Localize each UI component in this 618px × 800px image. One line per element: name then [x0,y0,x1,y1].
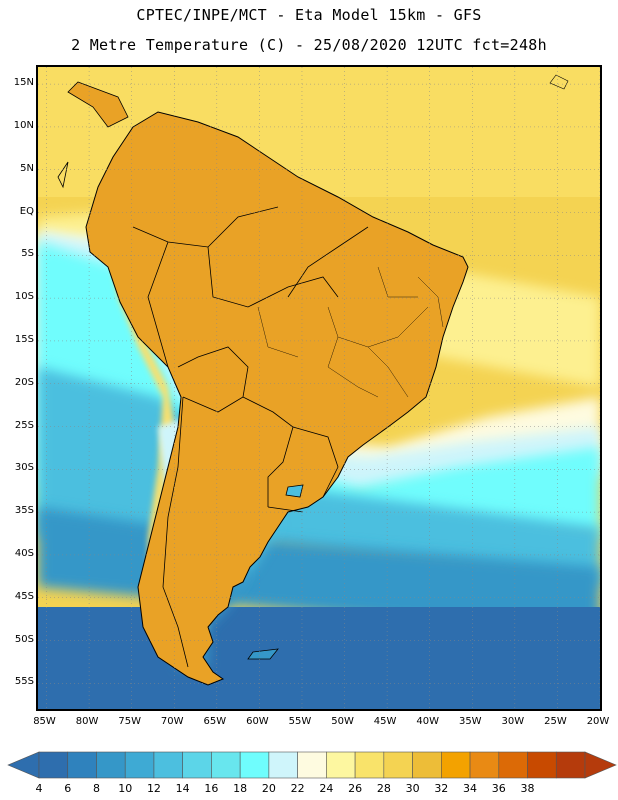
longitude-tick-label: 30W [501,716,525,727]
caribbean-islands [549,74,569,90]
colorbar-level-label: 18 [233,782,248,795]
colorbar-swatch [268,751,298,779]
colorbar-swatch [555,751,586,779]
longitude-tick-label: 80W [75,716,99,727]
map-canvas [38,67,600,709]
colorbar-level-label: 26 [348,782,363,795]
temperature-map[interactable] [36,65,602,711]
colorbar-swatch [441,751,471,779]
cold-band-4 [38,607,600,709]
colorbar-swatch [383,751,413,779]
longitude-tick-label: 20W [586,716,610,727]
longitude-tick-label: 50W [331,716,354,727]
colorbar-level-label: 6 [64,782,72,795]
falkland-islands [247,648,279,660]
colorbar-swatch [412,751,442,779]
longitude-tick-label: 75W [118,716,141,727]
longitude-tick-label: 25W [544,716,567,727]
map-title: CPTEC/INPE/MCT - Eta Model 15km - GFS [136,6,482,24]
colorbar-level-label: 10 [118,782,133,795]
latitude-tick-label: 15N [13,77,34,89]
lagoon [285,484,304,498]
latitude-tick-label: EQ [19,205,34,217]
latitude-tick-label: 10N [13,119,34,131]
latitude-tick-label: 15S [14,333,34,345]
colorbar-swatch [527,751,557,779]
longitude-tick-label: 65W [203,716,227,727]
colorbar-level-label: 36 [491,782,506,795]
map-subtitle: 2 Metre Temperature (C) - 25/08/2020 12U… [71,36,547,54]
colorbar-level-label: 20 [261,782,276,795]
colorbar-level-label: 30 [405,782,420,795]
colorbar-swatch [326,751,356,779]
colorbar-swatch [153,751,183,779]
colorbar-swatch [469,751,500,779]
colorbar-level-label: 24 [319,782,334,795]
latitude-tick-label: 50S [14,633,34,645]
colorbar-swatch [239,751,270,779]
latitude-tick-label: 40S [14,547,34,559]
colorbar-level-label: 34 [463,782,478,795]
latitude-tick-label: 5N [20,162,34,174]
latitude-tick-label: 55S [14,676,34,688]
colorbar-level-label: 38 [520,782,535,795]
longitude-tick-label: 60W [246,716,269,727]
colorbar-low-arrow [7,751,40,779]
longitude-tick-label: 35W [458,716,482,727]
colorbar-level-label: 8 [92,782,100,795]
latitude-tick-label: 45S [14,590,34,602]
colorbar-swatch [354,751,385,779]
colorbar-swatch [38,751,69,779]
colorbar-swatch [498,751,528,779]
color-scale-bar [7,751,617,779]
colorbar-swatch [67,751,97,779]
latitude-tick-label: 20S [14,376,34,388]
graticule [38,67,600,709]
colorbar-level-label: 32 [434,782,449,795]
colorbar-swatch [211,751,241,779]
longitude-tick-label: 85W [33,716,56,727]
colorbar-level-label: 22 [290,782,305,795]
colorbar-swatch [124,751,155,779]
colorbar-level-label: 12 [146,782,161,795]
latitude-tick-label: 10S [14,291,34,303]
central-america [67,81,129,128]
colorbar-level-label: 4 [35,782,43,795]
colorbar-level-label: 16 [204,782,219,795]
colorbar-level-label: 28 [376,782,391,795]
longitude-tick-label: 40W [416,716,439,727]
latitude-tick-label: 30S [14,462,34,474]
latitude-tick-label: 5S [21,248,34,260]
latitude-tick-label: 25S [14,419,34,431]
colorbar-swatch [96,751,126,779]
latitude-tick-label: 35S [14,505,34,517]
longitude-tick-label: 45W [373,716,397,727]
country-borders [132,206,369,668]
longitude-tick-label: 55W [288,716,312,727]
colorbar-swatch [297,751,327,779]
longitude-tick-label: 70W [160,716,184,727]
colorbar-high-arrow [584,751,617,779]
state-borders [257,266,444,398]
colorbar-level-label: 14 [175,782,190,795]
colorbar-swatch [182,751,212,779]
